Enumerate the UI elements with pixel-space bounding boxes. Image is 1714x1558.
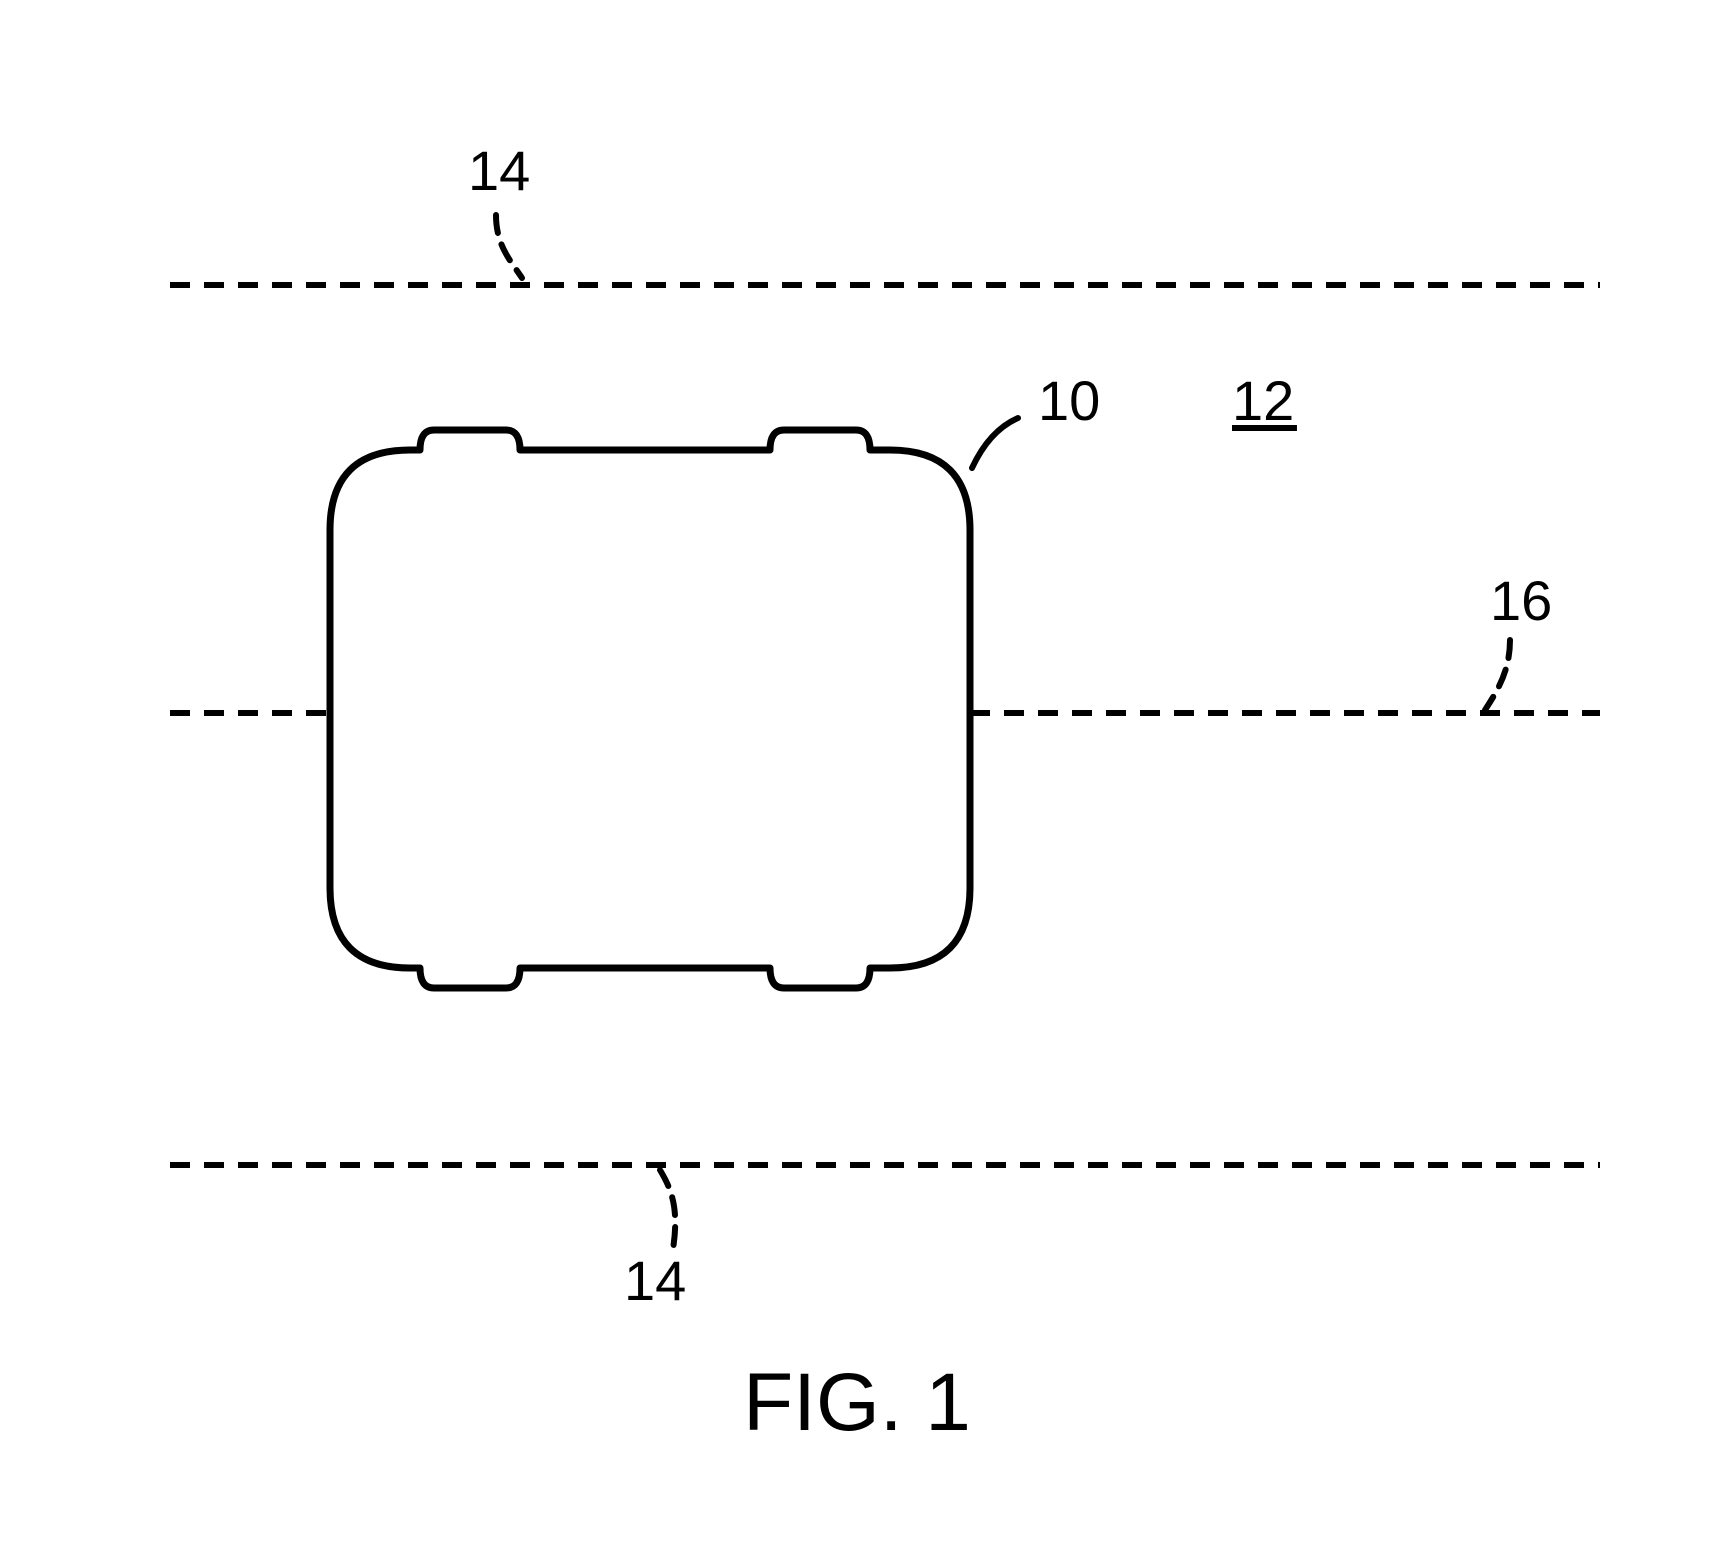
patent-figure: 14 14 16 10 12 FIG. 1 [0, 0, 1714, 1553]
leader-10 [972, 418, 1018, 468]
figure-title: FIG. 1 [743, 1357, 971, 1448]
leader-top-14 [496, 215, 522, 278]
label-14-top: 14 [468, 139, 530, 202]
vehicle-outline [330, 430, 970, 988]
leader-bottom-14 [660, 1170, 675, 1255]
label-14-bottom: 14 [624, 1249, 686, 1312]
label-10: 10 [1038, 369, 1100, 432]
label-12: 12 [1232, 369, 1294, 432]
leader-16 [1485, 640, 1510, 710]
label-16: 16 [1490, 569, 1552, 632]
